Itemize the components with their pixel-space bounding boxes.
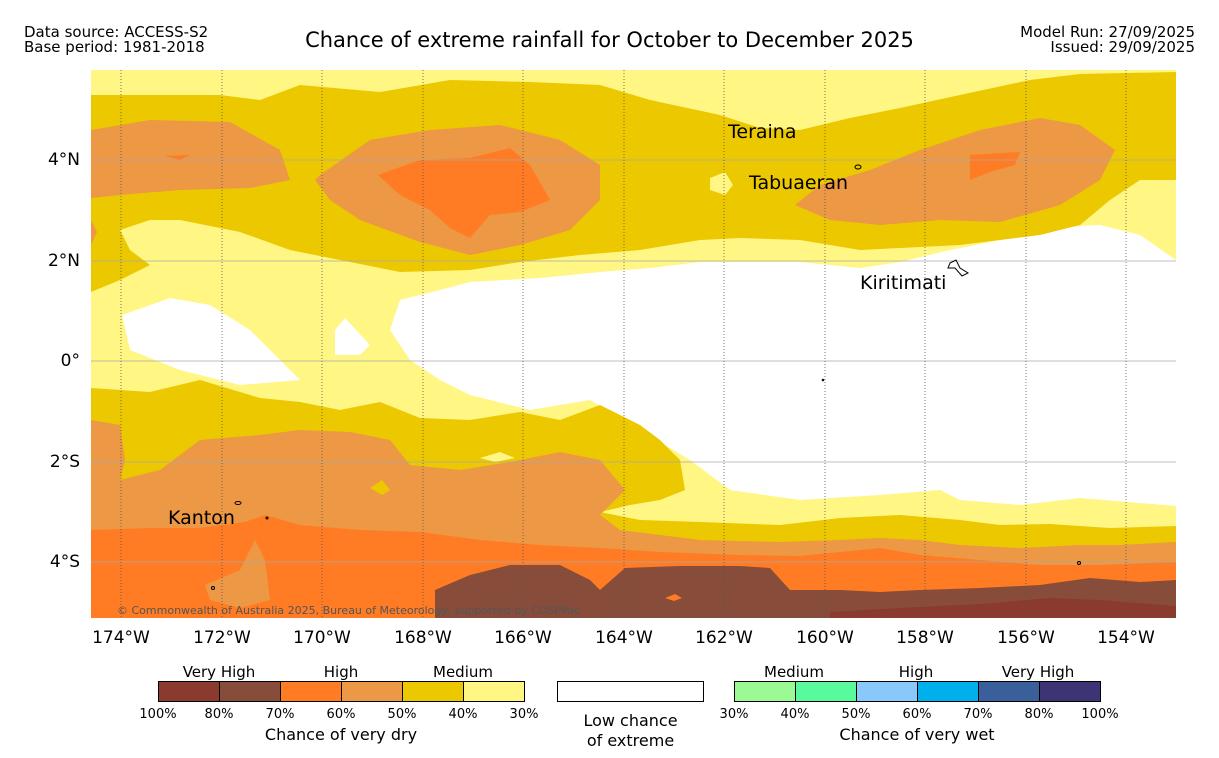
model-run: Model Run: 27/09/2025 [1020, 23, 1195, 41]
wet-legend-title: Chance of very wet [839, 725, 995, 744]
low-chance-swatch [557, 681, 704, 702]
lon-label-170w: 170°W [293, 628, 351, 648]
lon-label-158w: 158°W [896, 628, 954, 648]
south-band-light-pocket [480, 452, 515, 462]
wet-tick-60: 60% [902, 707, 932, 722]
lat-gridlines [91, 159, 1176, 563]
dry-tick-30: 30% [509, 707, 539, 722]
wet-tick-50: 50% [841, 707, 871, 722]
islet-2 [211, 586, 215, 590]
low-chance-line1: Low chance [583, 711, 678, 730]
island-label-teraina: Teraina [728, 121, 797, 143]
wet-tick-100: 100% [1081, 707, 1119, 722]
copyright-notice: © Commonwealth of Australia 2025, Bureau… [117, 604, 581, 617]
south-pocket-medium [370, 480, 390, 495]
lat-label-2s: 2°S [49, 452, 80, 472]
dry-swatch-4 [341, 681, 403, 702]
wet-swatch-5 [978, 681, 1040, 702]
lon-label-166w: 166°W [494, 628, 552, 648]
dry-swatch-3 [280, 681, 342, 702]
dry-tick-60: 60% [326, 707, 356, 722]
low-chance-line2: of extreme [586, 731, 675, 750]
medium-pocket [710, 172, 733, 195]
data-source: Data source: ACCESS-S2 [24, 23, 209, 41]
map-field [91, 70, 1176, 618]
island-label-kanton: Kanton [168, 507, 235, 529]
white-pocket-south [1046, 408, 1073, 437]
wet-heading-high: High [898, 663, 934, 681]
dry-heading-medium: Medium [433, 663, 493, 681]
north-core-central [378, 148, 550, 238]
tabuaeran-outline [854, 164, 862, 170]
issued-date: Issued: 29/09/2025 [1050, 38, 1195, 56]
north-core-east [970, 152, 1020, 180]
islet-4 [821, 378, 825, 382]
wet-swatch-4 [917, 681, 979, 702]
island-label-tabuaeran: Tabuaeran [749, 172, 849, 194]
islet-3 [1077, 561, 1081, 565]
lat-label-0: 0° [60, 351, 80, 371]
wet-tick-40: 40% [780, 707, 810, 722]
north-band-medium [91, 72, 1176, 292]
map-title: Chance of extreme rainfall for October t… [305, 28, 914, 52]
island-outlines [211, 164, 1081, 590]
wet-tick-80: 80% [1024, 707, 1054, 722]
kiritimati-outline [947, 259, 970, 277]
lat-label-4s: 4°S [49, 552, 80, 572]
header-right: Model Run: 27/09/2025 Issued: 29/09/2025 [1020, 25, 1195, 55]
dry-swatch-2 [219, 681, 281, 702]
dry-legend-title: Chance of very dry [264, 725, 418, 744]
lon-label-164w: 164°W [595, 628, 653, 648]
islet-1 [265, 516, 269, 520]
lon-label-156w: 156°W [997, 628, 1055, 648]
wet-swatch-3 [856, 681, 918, 702]
lat-label-4n: 4°N [47, 150, 80, 170]
dry-heading-high: High [323, 663, 359, 681]
island-label-kiritimati: Kiritimati [860, 272, 947, 294]
wet-swatch-2 [795, 681, 857, 702]
lat-label-2n: 2°N [47, 251, 80, 271]
lon-label-162w: 162°W [695, 628, 753, 648]
dry-tick-40: 40% [448, 707, 478, 722]
north-band-high-light [91, 120, 290, 198]
dry-swatch-6 [463, 681, 525, 702]
wet-tick-70: 70% [963, 707, 993, 722]
dry-heading-very-high: Very High [182, 663, 256, 681]
dry-tick-70: 70% [265, 707, 295, 722]
south-band-extreme [830, 598, 1176, 618]
south-pocket-light [205, 540, 270, 608]
dry-tick-80: 80% [204, 707, 234, 722]
dry-tick-50: 50% [387, 707, 417, 722]
north-band-high-east [795, 118, 1115, 225]
dry-tick-100: 100% [139, 707, 177, 722]
white-pocket-west [122, 298, 300, 385]
lon-gridlines [120, 70, 1127, 618]
white-pocket-central [335, 318, 370, 355]
kanton-outline [234, 501, 242, 505]
lon-label-160w: 160°W [796, 628, 854, 648]
lon-label-168w: 168°W [394, 628, 452, 648]
south-pocket-orange [665, 594, 682, 601]
wet-swatch-6 [1039, 681, 1101, 702]
dry-swatch-5 [402, 681, 464, 702]
north-edge-orange [91, 220, 97, 245]
wet-heading-very-high: Very High [1001, 663, 1075, 681]
header-left: Data source: ACCESS-S2 Base period: 1981… [24, 25, 208, 55]
north-core-west [165, 155, 190, 160]
wet-heading-medium: Medium [764, 663, 824, 681]
lon-label-154w: 154°W [1097, 628, 1155, 648]
wet-swatch-1 [734, 681, 796, 702]
wet-tick-30: 30% [719, 707, 749, 722]
lon-label-174w: 174°W [92, 628, 150, 648]
base-period: Base period: 1981-2018 [24, 38, 205, 56]
lon-label-172w: 172°W [193, 628, 251, 648]
dry-swatch-1 [158, 681, 220, 702]
